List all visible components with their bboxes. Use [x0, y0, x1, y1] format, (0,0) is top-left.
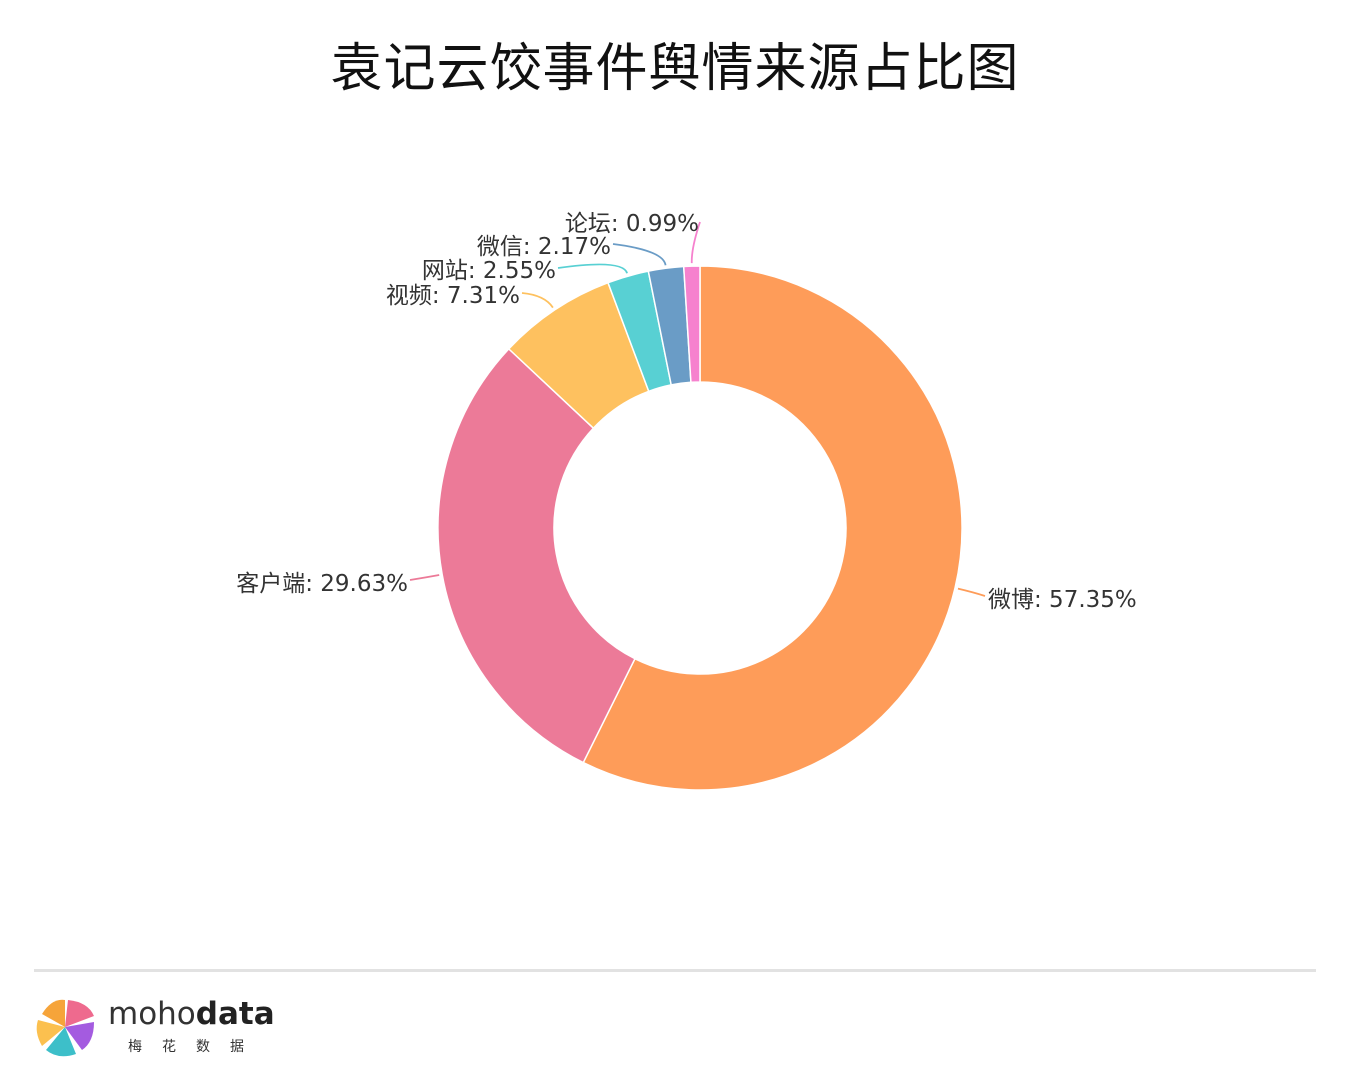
- slice-1: [437, 347, 636, 764]
- slice-0: [582, 265, 963, 791]
- leader-line-5: [690, 221, 701, 264]
- slice-label-1: 客户端: 29.63%: [236, 571, 408, 597]
- brand-subtitle: 梅花数据: [128, 1039, 264, 1055]
- footer-divider: [34, 969, 1316, 972]
- chart-title: 袁记云饺事件舆情来源占比图: [330, 39, 1020, 99]
- mohodata-logo: mohodata 梅花数据: [32, 992, 282, 1062]
- leader-line-1: [409, 574, 440, 581]
- slice-label-0: 微博: 57.35%: [988, 587, 1137, 613]
- donut-chart: 微博: 57.35% 客户端: 29.63% 视频: 7.31%网站: 2.55%微…: [236, 211, 1137, 791]
- pinwheel-logo-icon: [36, 999, 94, 1057]
- slice-label-2: 视频: 7.31%: [386, 283, 520, 309]
- brand-name: mohodata: [108, 996, 275, 1032]
- leader-line-4: [612, 243, 667, 266]
- leader-line-0: [957, 587, 986, 597]
- slice-label-4: 微信: 2.17%: [477, 234, 611, 260]
- slice-label-5: 论坛: 0.99%: [565, 211, 699, 237]
- leader-line-2: [521, 292, 554, 309]
- leader-line-3: [557, 263, 628, 274]
- slice-label-3: 网站: 2.55%: [422, 258, 556, 284]
- slice-5: [682, 265, 701, 384]
